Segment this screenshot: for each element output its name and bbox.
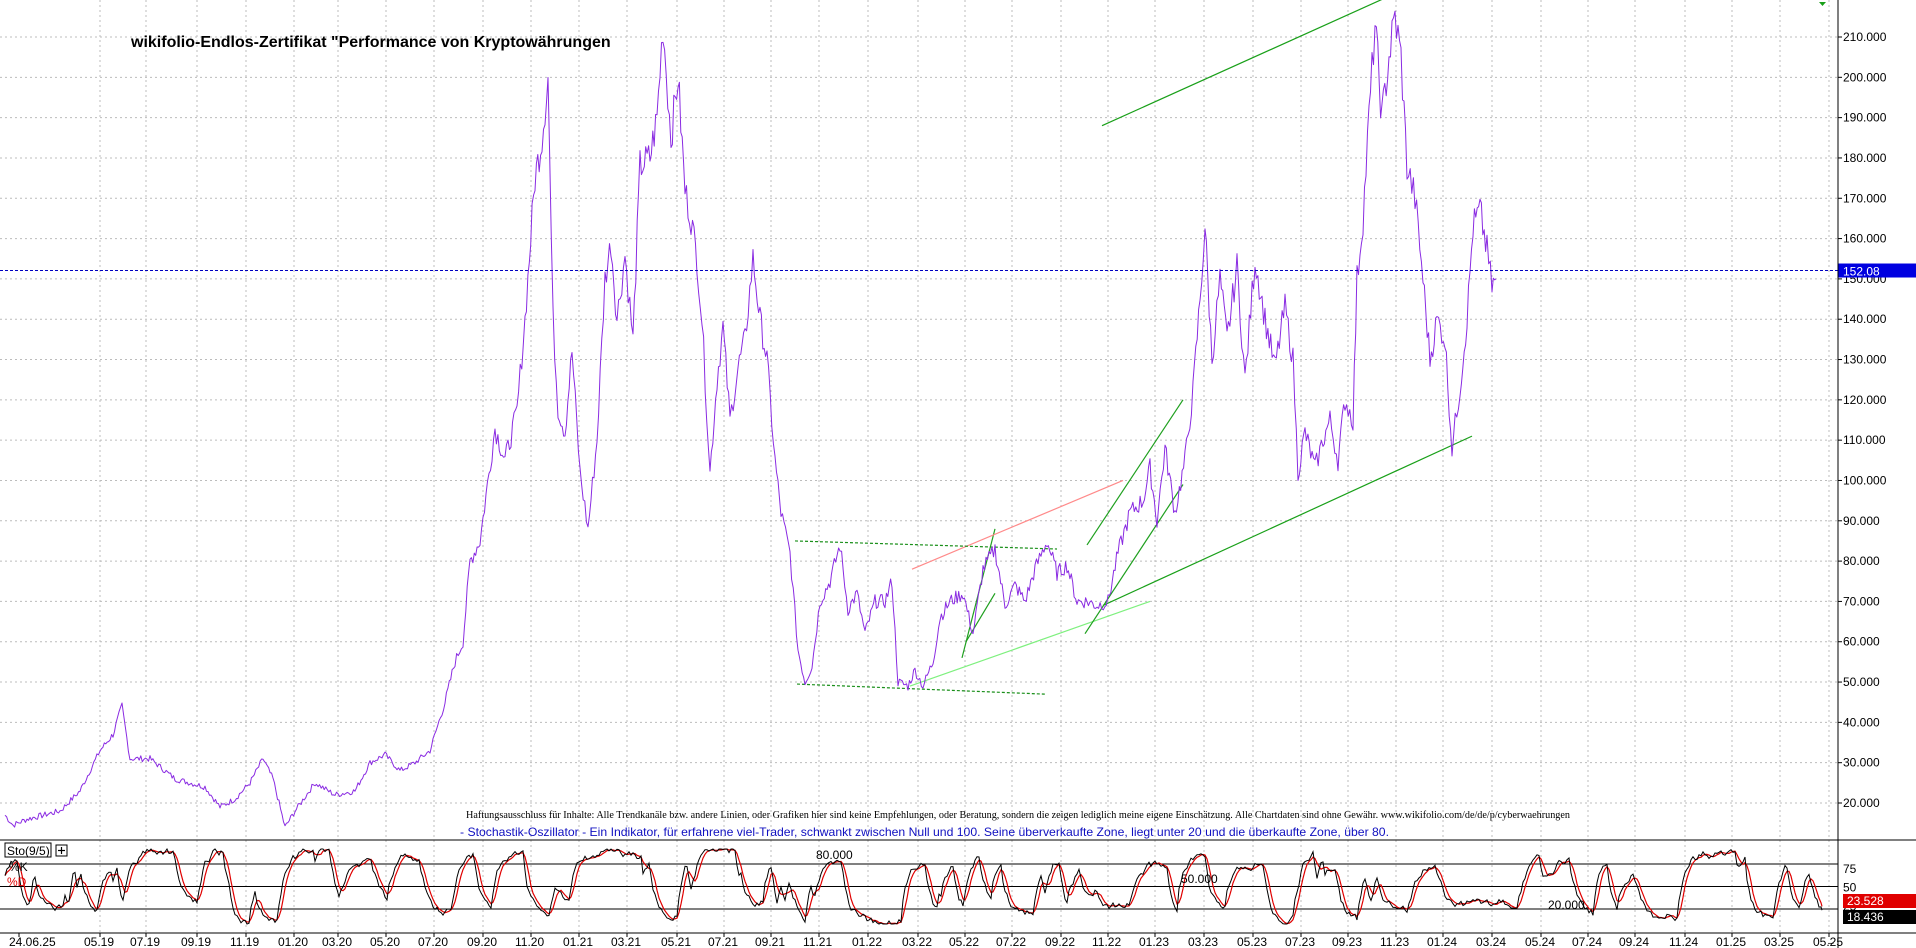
y-tick-label: 100.000 [1843,473,1887,487]
last-price-badge: 152.08 [1838,263,1916,279]
level-50-label: 50.000 [1181,872,1218,886]
trendline [965,593,996,643]
x-tick-label: 09.23 [1332,935,1362,948]
price-grid [0,0,1838,840]
x-tick-label: 03.20 [322,935,352,948]
x-tick-label: 05.23 [1237,935,1267,948]
x-tick-label: 11.22 [1092,935,1121,948]
y-tick-label: 200.000 [1843,70,1887,84]
scroll-arrow-icon[interactable]: – [1828,938,1834,948]
x-tick-label: 11.19 [230,935,259,948]
x-tick-label: 07.23 [1285,935,1315,948]
y-tick-label: 190.000 [1843,111,1887,125]
trendline [1086,399,1184,546]
x-tick-label: 05.22 [949,935,979,948]
x-tick-label: 05.19 [84,935,114,948]
x-tick-label: 05.21 [661,935,691,948]
y-tick-label: 170.000 [1843,191,1887,205]
x-tick-label: 11.24 [1669,935,1698,948]
stochastic-d-line [4,848,1823,925]
x-tick-label: 07.22 [996,935,1026,948]
y-tick-label: 30.000 [1843,756,1880,770]
y-tick-label: 60.000 [1843,635,1880,649]
d-last-value: 23.528 [1847,894,1884,908]
disclaimer-text: Haftungsausschluss für Inhalte: Alle Tre… [466,810,1571,821]
x-tick-label: 07.24 [1572,935,1602,948]
y-tick-label: 160.000 [1843,232,1887,246]
d-last-badge-bg [1843,894,1916,908]
k-last-badge-bg [1843,910,1916,924]
x-tick-label: 03.25 [1764,935,1794,948]
x-tick-label: 09.20 [467,935,497,948]
x-tick-label: 05.20 [370,935,400,948]
trendline [909,600,1151,687]
indicator-description: - Stochastik-Oszillator - Ein Indikator,… [460,825,1389,839]
y-tick-label: 40.000 [1843,715,1880,729]
stochastic-k-line [4,847,1823,925]
indicator-name-box[interactable] [4,842,52,858]
y-tick-label: 90.000 [1843,514,1880,528]
x-tick-label: 01.24 [1427,935,1457,948]
x-tick-label: 03.22 [902,935,932,948]
x-tick-label: 24.06.25 [9,935,56,948]
indicator-panel: 80.000 50.000 20.000 755025 23.528 18.43… [4,842,1916,925]
x-tick-label: 03.24 [1476,935,1506,948]
x-tick-label: 05.25 [1813,935,1843,948]
x-tick-label: 05.24 [1525,935,1555,948]
y-tick-label: 180.000 [1843,151,1887,165]
x-axis-labels: 24.06.25 05.19 07.19 09.19 11.19 01.20 03.20 05… [9,933,1843,948]
y-tick-label: 70.000 [1843,594,1880,608]
k-legend-label: %K [9,860,28,874]
x-tick-label: 01.23 [1139,935,1169,948]
indicator-grid [0,840,1838,933]
y-tick-label: 120.000 [1843,393,1887,407]
trendline [794,540,1058,550]
x-tick-label: 01.21 [563,935,593,948]
y-tick-label: 20.000 [1843,796,1880,810]
y-tick-label: 50.000 [1843,675,1880,689]
x-tick-label: 03.21 [611,935,641,948]
level-80-label: 80.000 [816,848,853,862]
x-tick-label: 09.22 [1045,935,1075,948]
y-tick-label: 210.000 [1843,30,1887,44]
x-tick-label: 07.19 [130,935,160,948]
trendline [911,479,1124,570]
indicator-tick-label: 75 [1843,862,1857,876]
x-tick-label: 09.19 [181,935,211,948]
y-tick-label: 80.000 [1843,554,1880,568]
x-tick-label: 07.20 [418,935,448,948]
d-legend-label: %D [7,875,27,889]
trendline [1102,435,1473,606]
trendline [1101,0,1383,127]
x-tick-label: 11.20 [515,935,544,948]
x-tick-label: 01.20 [278,935,308,948]
k-last-value: 18.436 [1847,910,1884,924]
trendline [796,683,1046,695]
x-tick-label: 09.21 [755,935,785,948]
x-tick-label: 01.22 [852,935,882,948]
level-20-label: 20.000 [1548,898,1585,912]
y-tick-label: 140.000 [1843,312,1887,326]
marker-icon [1819,2,1826,6]
y-tick-label: 110.000 [1843,433,1886,447]
x-tick-label: 11.23 [1380,935,1409,948]
x-tick-label: 11.21 [803,935,832,948]
y-tick-label: 130.000 [1843,353,1887,367]
price-series-line [4,10,1497,828]
x-tick-label: 07.21 [708,935,738,948]
x-tick-label: 09.24 [1619,935,1649,948]
y-axis-labels: 20.000 30.000 40.000 50.000 60.000 70.000 80.0… [1838,30,1887,810]
indicator-tick-label: 50 [1843,881,1857,895]
indicator-name: Sto(9/5) [7,844,50,858]
x-tick-label: 01.25 [1716,935,1746,948]
last-price-value: 152.08 [1843,265,1880,279]
x-tick-label: 03.23 [1188,935,1218,948]
chart-title: wikifolio-Endlos-Zertifikat "Performance… [130,34,611,51]
last-price-badge-bg [1838,263,1916,278]
